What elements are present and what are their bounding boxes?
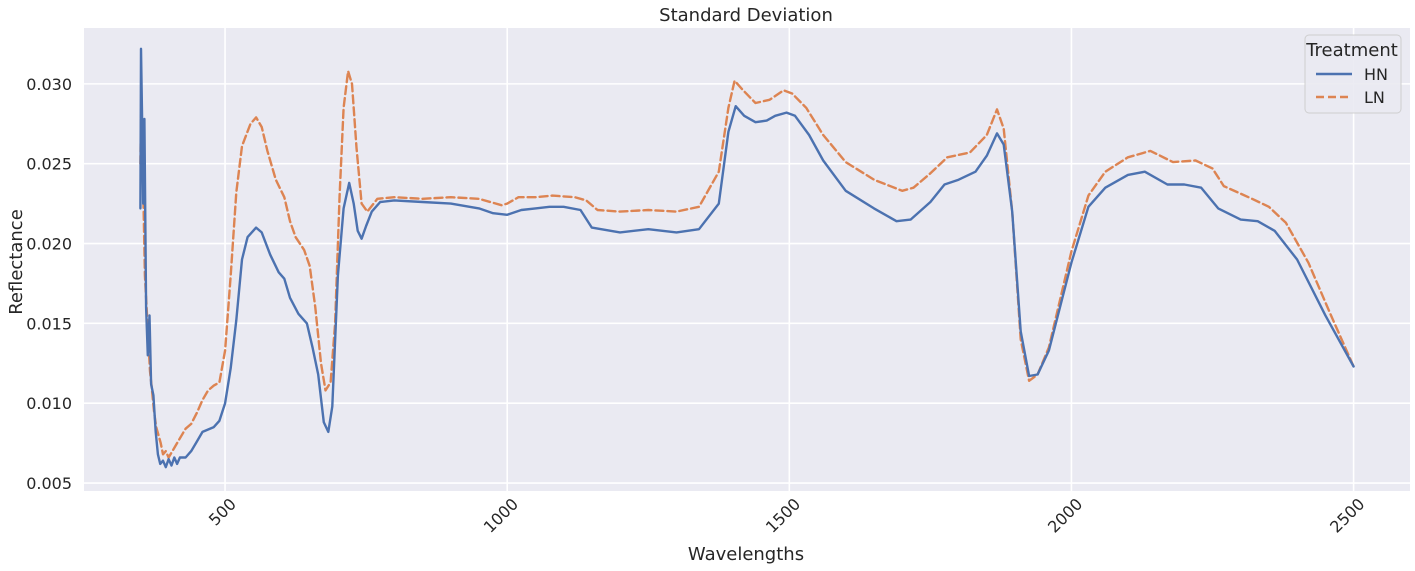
y-tick-label: 0.010 xyxy=(26,394,72,413)
grid-lines xyxy=(84,28,1410,491)
series-line-hn xyxy=(139,47,1355,469)
plot-area xyxy=(84,28,1410,491)
y-tick-label: 0.030 xyxy=(26,75,72,94)
legend-box xyxy=(1304,34,1402,114)
x-tick-label: 1000 xyxy=(480,494,522,536)
y-axis-ticks: 0.005 0.010 0.015 0.020 0.025 0.030 xyxy=(26,75,72,493)
legend-title: Treatment xyxy=(1305,40,1398,61)
x-axis-title: Wavelengths xyxy=(688,544,804,565)
x-tick-label: 500 xyxy=(205,494,240,529)
y-tick-label: 0.005 xyxy=(26,474,72,493)
x-axis-ticks: 500 1000 1500 2000 2500 xyxy=(205,494,1369,536)
x-tick-label: 2000 xyxy=(1044,494,1086,536)
x-tick-label: 1500 xyxy=(762,494,804,536)
legend: Treatment HN LN xyxy=(1304,34,1402,114)
legend-label-ln: LN xyxy=(1364,88,1385,107)
x-tick-label: 2500 xyxy=(1326,494,1368,536)
series-lines xyxy=(139,47,1355,469)
series-line-ln xyxy=(139,69,1355,459)
y-tick-label: 0.020 xyxy=(26,235,72,254)
y-tick-label: 0.025 xyxy=(26,155,72,174)
chart-title: Standard Deviation xyxy=(659,5,833,26)
y-axis-title: Reflectance xyxy=(6,209,27,315)
legend-label-hn: HN xyxy=(1364,65,1388,84)
y-tick-label: 0.015 xyxy=(26,314,72,333)
